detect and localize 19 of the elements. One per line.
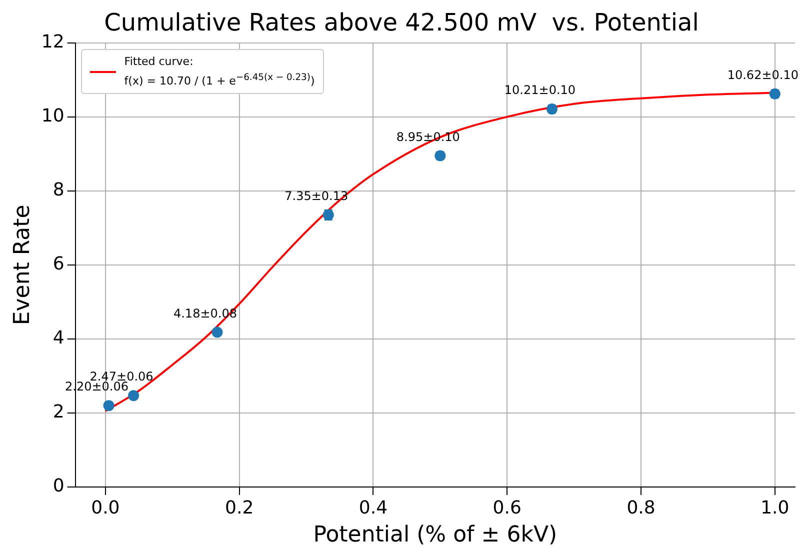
y-tick-label: 6 <box>52 254 64 275</box>
x-tick-label: 0.2 <box>225 497 254 518</box>
y-tick-label: 2 <box>52 402 64 423</box>
x-tick-label: 1.0 <box>760 497 790 518</box>
data-label: 10.62±0.10 <box>727 68 798 82</box>
y-axis-title: Event Rate <box>10 204 35 326</box>
y-tick-label: 8 <box>52 180 64 201</box>
chart-title: Cumulative Rates above 42.500 mV vs. Potential <box>104 8 699 37</box>
x-axis-title: Potential (% of ± 6kV) <box>313 522 558 548</box>
data-label: 10.21±0.10 <box>504 83 576 98</box>
legend-label: Fitted curve: f(x) = 10.70 / (1 + e$^{−6.45(x − 0.23)}$) <box>124 54 315 90</box>
y-tick-label: 10 <box>41 106 64 127</box>
x-tick-label: 0.6 <box>492 497 522 518</box>
y-tick-label: 4 <box>52 328 64 349</box>
x-tick-label: 0.8 <box>626 497 656 518</box>
y-tick-label: 0 <box>52 476 64 497</box>
x-tick-label: 0.4 <box>358 497 388 518</box>
x-tick-label: 0.0 <box>91 497 120 518</box>
y-tick-label: 12 <box>41 31 64 52</box>
